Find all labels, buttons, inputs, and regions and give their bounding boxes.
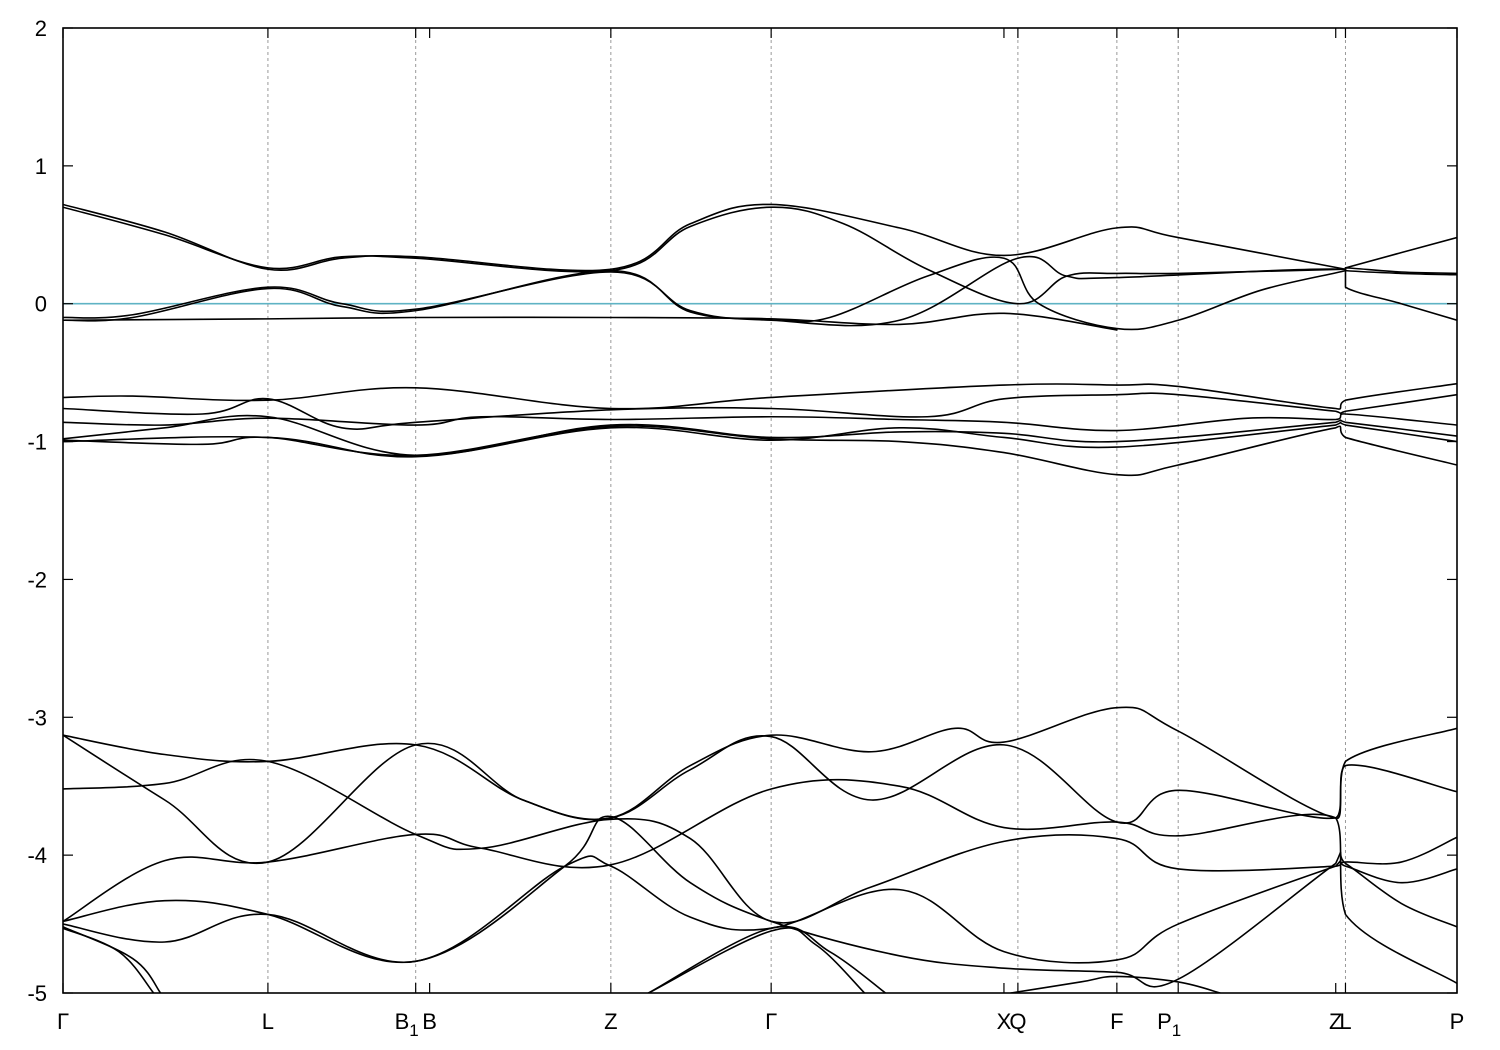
band-line-15 xyxy=(63,778,1457,985)
band-line-2 xyxy=(63,206,1457,305)
x-tick-label-12: P xyxy=(1450,1009,1465,1034)
band-line-5 xyxy=(63,312,1118,331)
y-tick-label-1: 1 xyxy=(35,154,47,179)
x-tick-label-11: L xyxy=(1339,1009,1351,1034)
y-tick-label--1: -1 xyxy=(27,430,47,455)
band-line-17 xyxy=(63,815,1457,988)
x-tick-label-7: Q xyxy=(1009,1009,1026,1034)
band-lines xyxy=(63,203,1457,993)
band-line-6 xyxy=(63,382,1457,410)
y-tick-label--3: -3 xyxy=(27,705,47,730)
band-line-19 xyxy=(63,927,155,993)
band-line-1 xyxy=(63,203,1457,272)
band-line-3 xyxy=(63,255,1457,327)
x-tick-label-8: F xyxy=(1110,1009,1123,1034)
x-tick-label-3: B xyxy=(422,1009,437,1034)
band-line-10 xyxy=(63,421,1457,458)
y-tick-label--5: -5 xyxy=(27,981,47,1006)
x-tick-label-5: Γ xyxy=(765,1009,777,1034)
y-tick-label--2: -2 xyxy=(27,567,47,592)
x-tick-label-1: L xyxy=(262,1009,274,1034)
x-tick-label-0: Γ xyxy=(57,1009,69,1034)
y-tick-label-0: 0 xyxy=(35,292,47,317)
band-line-14 xyxy=(63,758,1457,924)
plot-frame xyxy=(62,27,1458,994)
band-line-13 xyxy=(63,734,1457,865)
y-tick-label-2: 2 xyxy=(35,16,47,41)
band-line-20 xyxy=(647,927,866,993)
band-line-16 xyxy=(63,855,1457,964)
band-line-21 xyxy=(647,925,887,993)
band-line-12 xyxy=(63,706,1457,821)
band-line-22 xyxy=(1010,975,1221,993)
x-tick-label-10: Z xyxy=(1329,1009,1342,1034)
band-line-7 xyxy=(63,392,1457,430)
band-line-4 xyxy=(63,256,1457,331)
x-tick-label-6: X xyxy=(997,1009,1012,1034)
band-line-11 xyxy=(63,425,1457,477)
x-tick-label-9: P1 xyxy=(1157,1009,1181,1040)
y-axis-ticks: -5 -4 -3 -2 -1 0 1 2 xyxy=(27,16,1457,1006)
band-line-9 xyxy=(63,414,1457,457)
kpoint-gridlines xyxy=(267,28,1346,993)
x-tick-label-2: B1 xyxy=(395,1009,419,1040)
band-line-8 xyxy=(63,413,1457,432)
y-tick-label--4: -4 xyxy=(27,843,47,868)
x-tick-label-4: Z xyxy=(604,1009,617,1034)
